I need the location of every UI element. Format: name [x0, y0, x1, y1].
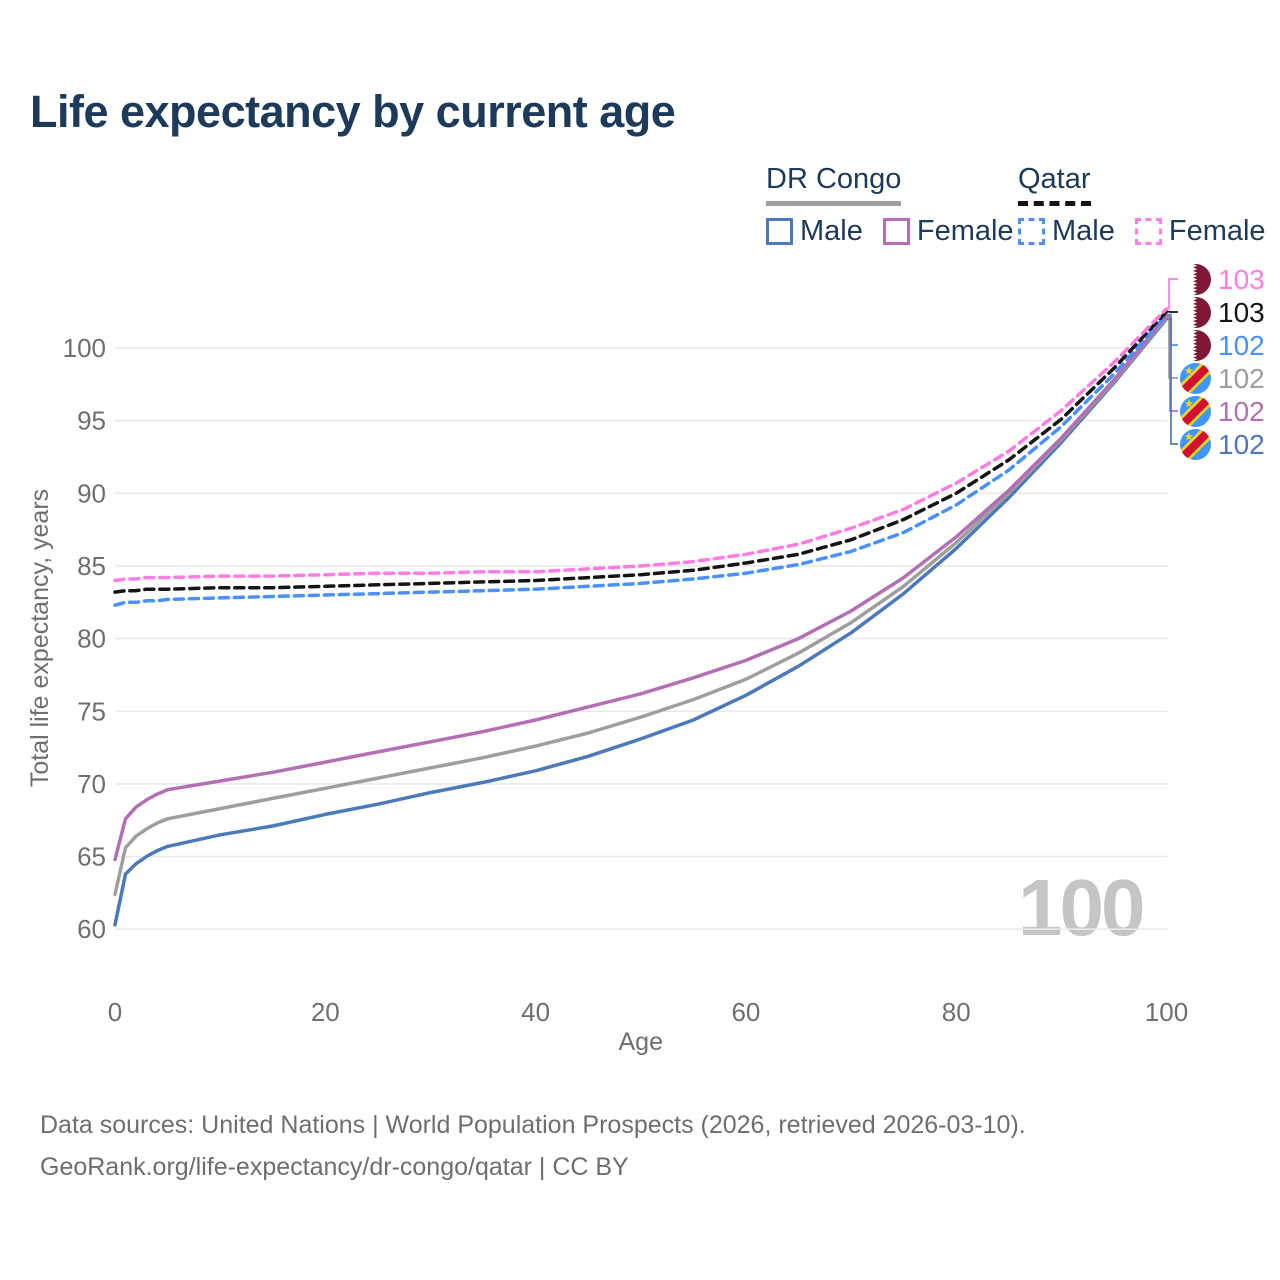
y-tick-label: 80: [77, 624, 106, 654]
series-line: [113, 314, 1169, 862]
end-label-row: 103: [1180, 297, 1265, 329]
legend-item-drc-female[interactable]: Female: [882, 215, 1014, 248]
y-tick-label: 85: [77, 551, 106, 581]
age-watermark: 100: [1018, 863, 1145, 952]
x-tick-label: 100: [1145, 997, 1188, 1027]
legend-group-dr-congo: DR Congo Male Female: [766, 163, 1034, 248]
legend-item-label: Male: [1052, 215, 1115, 247]
source-line-2: GeoRank.org/life-expectancy/dr-congo/qat…: [40, 1153, 629, 1181]
x-tick-label: 0: [108, 997, 122, 1027]
series-line: [113, 312, 1169, 607]
legend-item-label: Female: [1168, 215, 1266, 247]
dr-congo-flag-icon: [1180, 363, 1211, 394]
y-axis-title: Total life expectancy, years: [26, 489, 54, 787]
series-line: [113, 315, 1169, 897]
x-tick-label: 60: [731, 997, 760, 1027]
x-axis-title: Age: [619, 1028, 663, 1056]
legend-group-qatar: Qatar Male Female: [1018, 163, 1280, 248]
end-label-value: 102: [1218, 428, 1265, 460]
end-label-value: 102: [1218, 395, 1265, 427]
x-tick-label: 40: [521, 997, 550, 1027]
y-tick-label: 100: [63, 333, 106, 363]
x-tick-label: 20: [311, 997, 340, 1027]
end-label-row: 103: [1180, 264, 1265, 296]
series-line: [113, 307, 1169, 583]
legend-item-drc-male[interactable]: Male: [766, 215, 863, 248]
label-connector: [1166, 316, 1178, 379]
end-label-row: 102: [1180, 429, 1265, 461]
qatar-flag-icon: [1180, 264, 1211, 295]
end-label-value: 102: [1218, 362, 1265, 394]
legend-country-dr-congo[interactable]: DR Congo: [766, 163, 902, 206]
label-connector: [1166, 318, 1178, 445]
dr-congo-flag-icon: [1180, 396, 1211, 427]
drc-male-swatch-icon: [766, 218, 793, 245]
qatar-male-swatch-icon: [1018, 218, 1045, 245]
source-line-1: Data sources: United Nations | World Pop…: [40, 1111, 1026, 1139]
y-tick-label: 60: [77, 914, 106, 944]
end-label-row: 102: [1180, 363, 1265, 395]
page-title: Life expectancy by current age: [30, 86, 676, 137]
y-tick-label: 95: [77, 406, 106, 436]
label-connector: [1166, 315, 1178, 412]
label-connector: [1166, 278, 1178, 310]
legend-item-qatar-male[interactable]: Male: [1018, 215, 1115, 248]
dr-congo-flag-icon: [1180, 429, 1211, 460]
y-tick-label: 75: [77, 696, 106, 726]
y-tick-label: 70: [77, 769, 106, 799]
end-label-value: 103: [1218, 263, 1265, 295]
y-tick-label: 90: [77, 478, 106, 508]
legend-item-qatar-female[interactable]: Female: [1134, 215, 1266, 248]
end-label-value: 102: [1218, 329, 1265, 361]
series-line: [113, 309, 1169, 594]
end-label-row: 102: [1180, 330, 1265, 362]
qatar-flag-icon: [1180, 330, 1211, 361]
legend-country-qatar[interactable]: Qatar: [1018, 163, 1091, 206]
drc-female-swatch-icon: [882, 218, 910, 245]
legend-item-label: Female: [916, 215, 1014, 247]
x-tick-label: 80: [942, 997, 971, 1027]
end-label-row: 102: [1180, 396, 1265, 428]
source-note: Data sources: United Nations | World Pop…: [40, 1104, 1026, 1188]
qatar-female-swatch-icon: [1134, 218, 1162, 245]
series-line: [113, 317, 1169, 927]
y-tick-label: 65: [77, 842, 106, 872]
legend-item-label: Male: [800, 215, 863, 247]
qatar-flag-icon: [1180, 297, 1211, 328]
end-label-value: 103: [1218, 296, 1265, 328]
